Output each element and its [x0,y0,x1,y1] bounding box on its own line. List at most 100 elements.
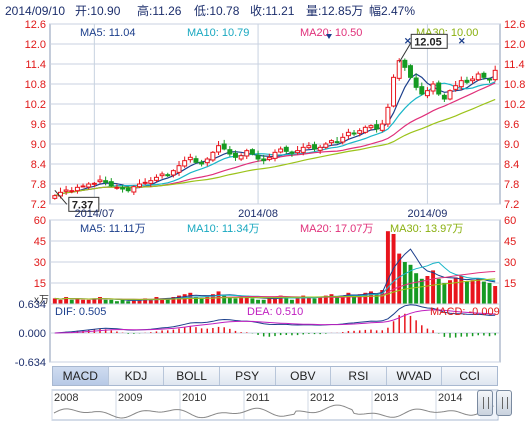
volume-y-axis-right: 60 45 30 15 [504,215,516,290]
vol-legend-ma30: MA30: 13.97万 [390,223,463,235]
candle-body [261,158,267,162]
macd-legend-dea: DEA: 0.510 [247,306,303,318]
candle-body [464,79,470,83]
candle-body [470,78,476,82]
candle-body [52,195,58,199]
volume-ytick: 15 [504,278,516,290]
macd-y-axis: 0.634 0.000 -0.634 [15,299,46,369]
volume-bar [103,299,108,304]
candle-body [391,76,397,107]
tab-boll[interactable]: BOLL [164,367,220,385]
volume-ytick: 30 [34,257,46,269]
timeline-year: 2013 [374,392,398,404]
timeline-year: 2014 [438,392,462,404]
macd-legend-macd: MACD: -0.009 [430,306,500,318]
candle-body [182,160,188,167]
candle-body [193,158,199,163]
candle-body [69,190,75,193]
volume-bar [143,298,148,304]
price-ytick: 11.4 [504,59,525,71]
volume-bar-series [52,231,498,304]
candle-body [221,143,227,150]
candle-body [306,145,312,149]
candle-body [238,155,244,160]
candle-body [362,126,368,133]
candle-body [187,156,193,161]
volume-bar [193,297,198,304]
volume-bar [126,301,131,304]
price-xtick: 2014/08 [238,208,278,220]
volume-bar [154,297,159,304]
candle-body [317,146,323,151]
volume-bar [69,299,74,304]
candle-body [91,182,97,185]
tab-kdj[interactable]: KDJ [109,367,165,385]
candle-body [340,136,346,143]
tab-rsi[interactable]: RSI [331,367,387,385]
candle-body [379,123,385,131]
volume-y-axis-left: 60 45 30 15 [34,215,46,290]
tab-wvad[interactable]: WVAD [387,367,443,385]
volume-bar [98,297,102,304]
price-ytick: 7.8 [504,179,519,191]
price-ytick: 10.2 [25,99,46,111]
volume-bar [160,298,165,304]
candle-body [278,148,284,153]
candle-body [63,189,69,192]
price-ytick: 12.0 [25,39,46,51]
candle-body [125,187,131,192]
max-price-label: 12.05 [398,33,448,63]
header-volume: 量:12.85万 [306,4,363,18]
volume-bar [165,298,170,304]
candle-body [492,69,498,81]
candle-body [368,125,374,129]
price-header: 2014/09/10 开:10.90 高:11.26 低:10.78 收:11.… [5,3,415,18]
vol-legend-ma10: MA10: 11.34万 [187,223,260,235]
candle-body [408,65,413,78]
volume-bar [273,297,277,304]
tab-psy[interactable]: PSY [220,367,276,385]
price-ytick: 10.2 [504,99,525,111]
timeline-handle-left[interactable] [477,390,493,416]
volume-bar [487,283,492,304]
volume-bar [352,295,357,304]
volume-bar [335,297,340,304]
volume-bar [261,299,266,304]
candle-body [453,85,459,90]
volume-bar [318,297,323,304]
candle-body [216,145,222,153]
candle-body [80,185,86,188]
volume-bar [250,298,255,304]
tab-obv[interactable]: OBV [276,367,332,385]
candle-body [199,161,205,165]
volume-bar [346,292,351,304]
candle-body [424,90,430,97]
header-low: 低:10.78 [194,4,240,18]
volume-bar [380,290,385,304]
volume-bar [148,299,153,304]
volume-bar [442,283,447,304]
dea-line [54,309,496,334]
macd-legend-dif: DIF: 0.505 [55,306,106,318]
price-x-axis: 2014/07 2014/08 2014/09 [74,208,447,220]
tab-cci[interactable]: CCI [459,369,481,383]
candle-body [137,183,142,188]
tab-macd[interactable]: MACD [53,367,109,385]
candle-body [249,149,255,155]
candle-body [312,144,317,150]
candle-body [120,187,126,190]
volume-ytick: 45 [504,236,516,248]
price-y-axis-right: 12.6 12.0 11.4 10.8 10.2 9.6 9.0 8.4 7.8 7.2 [504,19,525,211]
volume-ytick: 30 [504,257,516,269]
timeline-handle-right[interactable] [496,390,512,416]
candle-body [103,180,109,183]
volume-bar [414,273,419,304]
volume-bar [109,299,114,304]
legend-ma5: MA5: 11.04 [80,27,135,39]
candle-body [487,78,493,81]
volume-bar [493,286,498,304]
volume-bar [199,298,204,304]
candle-body [86,183,92,188]
volume-bar [75,298,80,304]
